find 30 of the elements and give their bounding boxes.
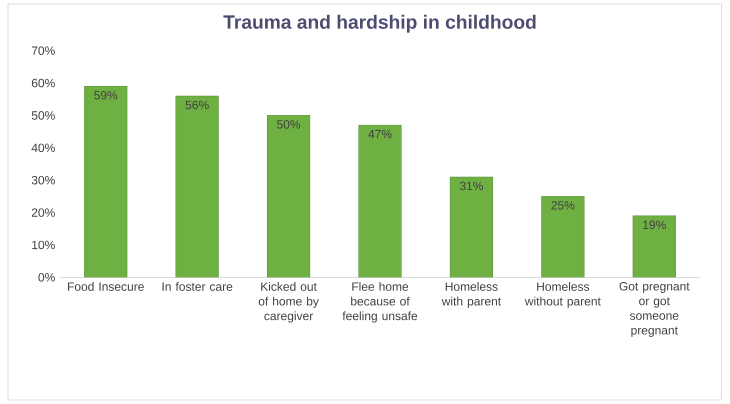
bar xyxy=(266,115,310,278)
y-tick-label: 50% xyxy=(32,111,55,120)
data-label: 19% xyxy=(643,220,666,230)
y-tick-label: 30% xyxy=(32,176,55,184)
x-tick-label: Got pregnant or got someone pregnant xyxy=(620,282,690,337)
x-tick-label: Homeless with parent xyxy=(442,282,501,308)
x-tick-label: Homeless without parent xyxy=(524,282,601,308)
data-label: 25% xyxy=(551,201,574,210)
data-label: 56% xyxy=(186,100,209,110)
data-label: 31% xyxy=(460,182,484,190)
bar xyxy=(450,176,494,278)
bar xyxy=(84,86,128,278)
data-label: 47% xyxy=(368,130,392,138)
chart-title: Trauma and hardship in childhood xyxy=(223,14,536,33)
y-tick-label: 70% xyxy=(32,46,55,55)
bar xyxy=(632,216,676,278)
x-tick-label: Kicked out of home by caregiver xyxy=(258,282,319,323)
y-tick-label: 0% xyxy=(38,273,55,282)
bar xyxy=(358,124,402,278)
x-tick-label: Food Insecure xyxy=(68,282,144,291)
bar xyxy=(541,196,584,278)
x-tick-label: Flee home because of feeling unsafe xyxy=(342,282,418,323)
x-tick-label: In foster care xyxy=(162,282,232,291)
data-label: 50% xyxy=(277,120,300,129)
y-tick-label: 10% xyxy=(32,240,55,250)
y-tick-label: 20% xyxy=(32,208,55,217)
data-label: 59% xyxy=(94,91,118,100)
y-tick-label: 60% xyxy=(32,78,55,88)
bar xyxy=(176,96,219,278)
y-tick-label: 40% xyxy=(32,144,55,152)
